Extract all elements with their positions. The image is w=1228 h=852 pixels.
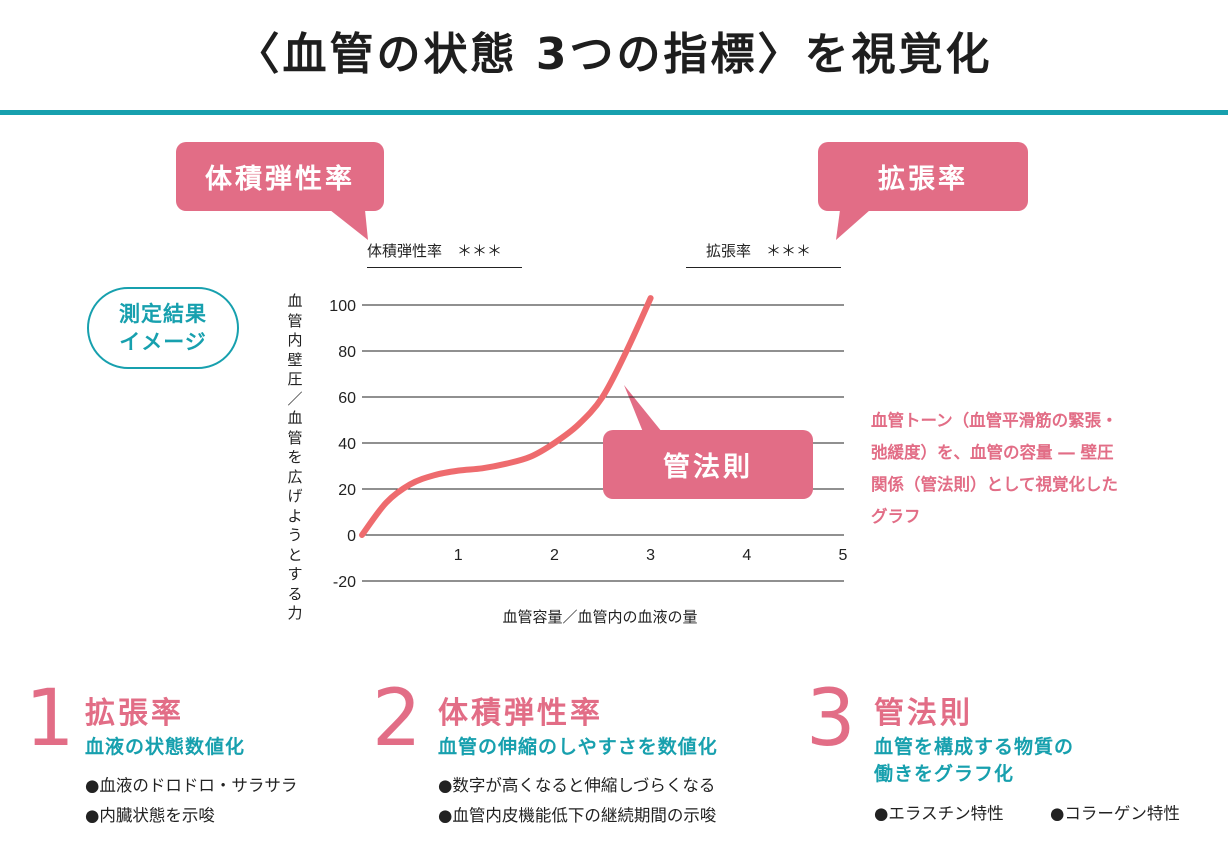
- y-tick-label: 40: [338, 436, 356, 453]
- feature-subtitle: 血液の状態数値化: [85, 736, 246, 758]
- x-tick-label: 1: [454, 547, 463, 564]
- callout-dilation: 拡張率: [818, 142, 1028, 211]
- y-axis-label: 血管内壁圧／血管を広げようとする力: [287, 292, 303, 622]
- x-tick-label: 4: [742, 547, 751, 564]
- y-tick-label: 20: [338, 482, 356, 499]
- feature-item: ●血液のドロドロ・サラサラ: [85, 776, 298, 795]
- measurement-image-badge: 測定結果 イメージ: [87, 287, 239, 369]
- feature-title: 管法則: [874, 696, 973, 731]
- badge-line-2: イメージ: [119, 330, 207, 354]
- feature-number: 2: [372, 674, 422, 764]
- x-tick-label: 5: [839, 547, 848, 564]
- x-axis-label: 血管容量／血管内の血液の量: [502, 608, 698, 626]
- x-tick-label: 2: [550, 547, 559, 564]
- feature-title: 体積弾性率: [438, 696, 603, 731]
- feature-item: ●血管内皮機能低下の継続期間の示唆: [438, 806, 717, 825]
- x-tick-label: 3: [646, 547, 655, 564]
- y-tick-label: 60: [338, 390, 356, 407]
- y-tick-label: 100: [329, 298, 356, 315]
- feature-title: 拡張率: [85, 696, 184, 731]
- y-tick-label: -20: [333, 574, 356, 591]
- chart-description: 血管トーン（血管平滑筋の緊張・弛緩度）を、血管の容量 ― 壁圧関係（管法則）とし…: [871, 411, 1119, 526]
- feature-number: 1: [25, 674, 75, 764]
- y-tick-labels: 100 80 60 40 20 0 -20: [329, 298, 356, 591]
- feature-item: ●エラスチン特性: [874, 804, 1004, 823]
- callout-tube-law: 管法則: [603, 430, 813, 499]
- feature-item: ●数字が高くなると伸縮しづらくなる: [438, 776, 716, 795]
- callout-dilation-label: 拡張率: [878, 164, 968, 195]
- callout-tube-law-label: 管法則: [663, 452, 753, 483]
- feature-subtitle: 血管を構成する物質の: [874, 736, 1075, 758]
- page-title: 〈血管の状態 3つの指標〉を視覚化: [235, 29, 993, 80]
- badge-line-1: 測定結果: [119, 302, 207, 326]
- tube-law-curve: [359, 295, 654, 538]
- feature-number: 3: [806, 674, 856, 764]
- title-divider: [0, 110, 1228, 115]
- feature-item: ●内臓状態を示唆: [85, 806, 215, 825]
- x-tick-labels: 1 2 3 4 5: [454, 547, 848, 564]
- callout-volume-elasticity-label: 体積弾性率: [205, 164, 355, 195]
- feature-subtitle: 働きをグラフ化: [874, 763, 1015, 785]
- score-volume-elasticity: 体積弾性率 ＊＊＊: [367, 240, 522, 268]
- y-tick-label: 0: [347, 528, 356, 545]
- callout-volume-elasticity: 体積弾性率: [176, 142, 384, 211]
- y-tick-label: 80: [338, 344, 356, 361]
- feature-item: ●コラーゲン特性: [1050, 804, 1180, 823]
- feature-subtitle: 血管の伸縮のしやすさを数値化: [438, 736, 718, 758]
- score-dilation: 拡張率 ＊＊＊: [686, 240, 841, 268]
